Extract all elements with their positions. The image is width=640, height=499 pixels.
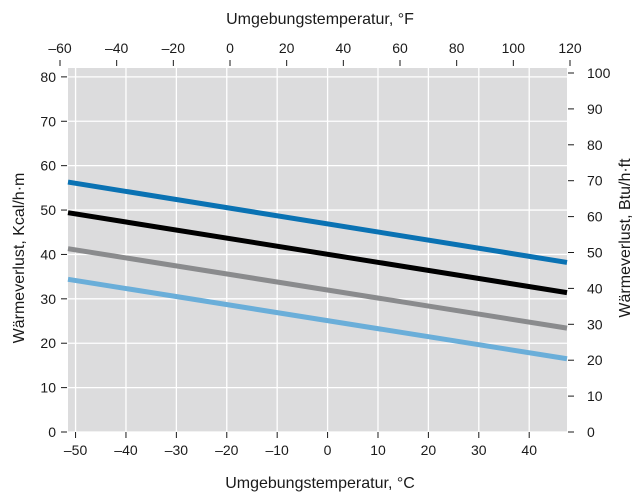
x-tick-label-bottom: –30 [165, 442, 189, 458]
x-tick-label-top: 40 [336, 40, 352, 56]
x-tick-label-top: –40 [105, 40, 129, 56]
y-tick-label-right: 70 [587, 173, 603, 189]
x-axis-title-bottom: Umgebungstemperatur, °C [225, 475, 415, 492]
y-tick-label-right: 0 [587, 424, 595, 440]
y-tick-label-right: 100 [587, 65, 611, 81]
series-line-4 [67, 276, 568, 362]
y-tick-label-left: 50 [40, 202, 56, 218]
x-axis-title-top: Umgebungstemperatur, °F [226, 11, 414, 28]
y-tick-label-left: 30 [40, 291, 56, 307]
y-tick-label-left: 20 [40, 335, 56, 351]
series-group [67, 179, 568, 362]
x-tick-label-bottom: –10 [265, 442, 289, 458]
y-tick-label-right: 30 [587, 316, 603, 332]
series-line-3 [67, 246, 568, 331]
series-line-1 [67, 179, 568, 265]
x-tick-label-bottom: –50 [64, 442, 88, 458]
x-tick-label-bottom: 10 [370, 442, 386, 458]
y-tick-label-right: 90 [587, 101, 603, 117]
x-tick-label-top: –60 [48, 40, 72, 56]
x-tick-label-bottom: –40 [114, 442, 138, 458]
y-tick-label-left: 70 [40, 113, 56, 129]
x-tick-label-bottom: –20 [215, 442, 239, 458]
x-tick-label-bottom: 20 [421, 442, 437, 458]
x-tick-label-bottom: 0 [324, 442, 332, 458]
x-tick-label-top: 120 [558, 40, 582, 56]
x-tick-label-top: –20 [162, 40, 186, 56]
x-tick-label-top: 60 [392, 40, 408, 56]
y-tick-label-right: 80 [587, 137, 603, 153]
y-tick-label-right: 50 [587, 245, 603, 261]
y-tick-label-left: 40 [40, 246, 56, 262]
x-tick-label-top: 100 [502, 40, 526, 56]
x-tick-label-top: 20 [279, 40, 295, 56]
series-line-2 [67, 210, 568, 296]
x-tick-label-bottom: 40 [521, 442, 537, 458]
y-tick-label-left: 80 [40, 69, 56, 85]
y-tick-label-right: 10 [587, 388, 603, 404]
y-tick-label-left: 60 [40, 158, 56, 174]
x-tick-label-bottom: 30 [471, 442, 487, 458]
y-tick-label-right: 40 [587, 280, 603, 296]
y-tick-label-left: 10 [40, 380, 56, 396]
x-tick-label-top: 80 [449, 40, 465, 56]
y-tick-label-right: 20 [587, 352, 603, 368]
x-tick-label-top: 0 [226, 40, 234, 56]
y-axis-title-right: Wärmeverlust, Btu/h·ft [617, 158, 634, 318]
axes: –50 –40 –30 –20 –10 0 10 20 30 40 –60 –40 –20 0 20 40 60… [40, 40, 610, 458]
y-tick-label-right: 60 [587, 209, 603, 225]
y-tick-label-left: 0 [48, 424, 56, 440]
y-axis-title-left: Wärmeverlust, Kcal/h·m [11, 173, 28, 344]
